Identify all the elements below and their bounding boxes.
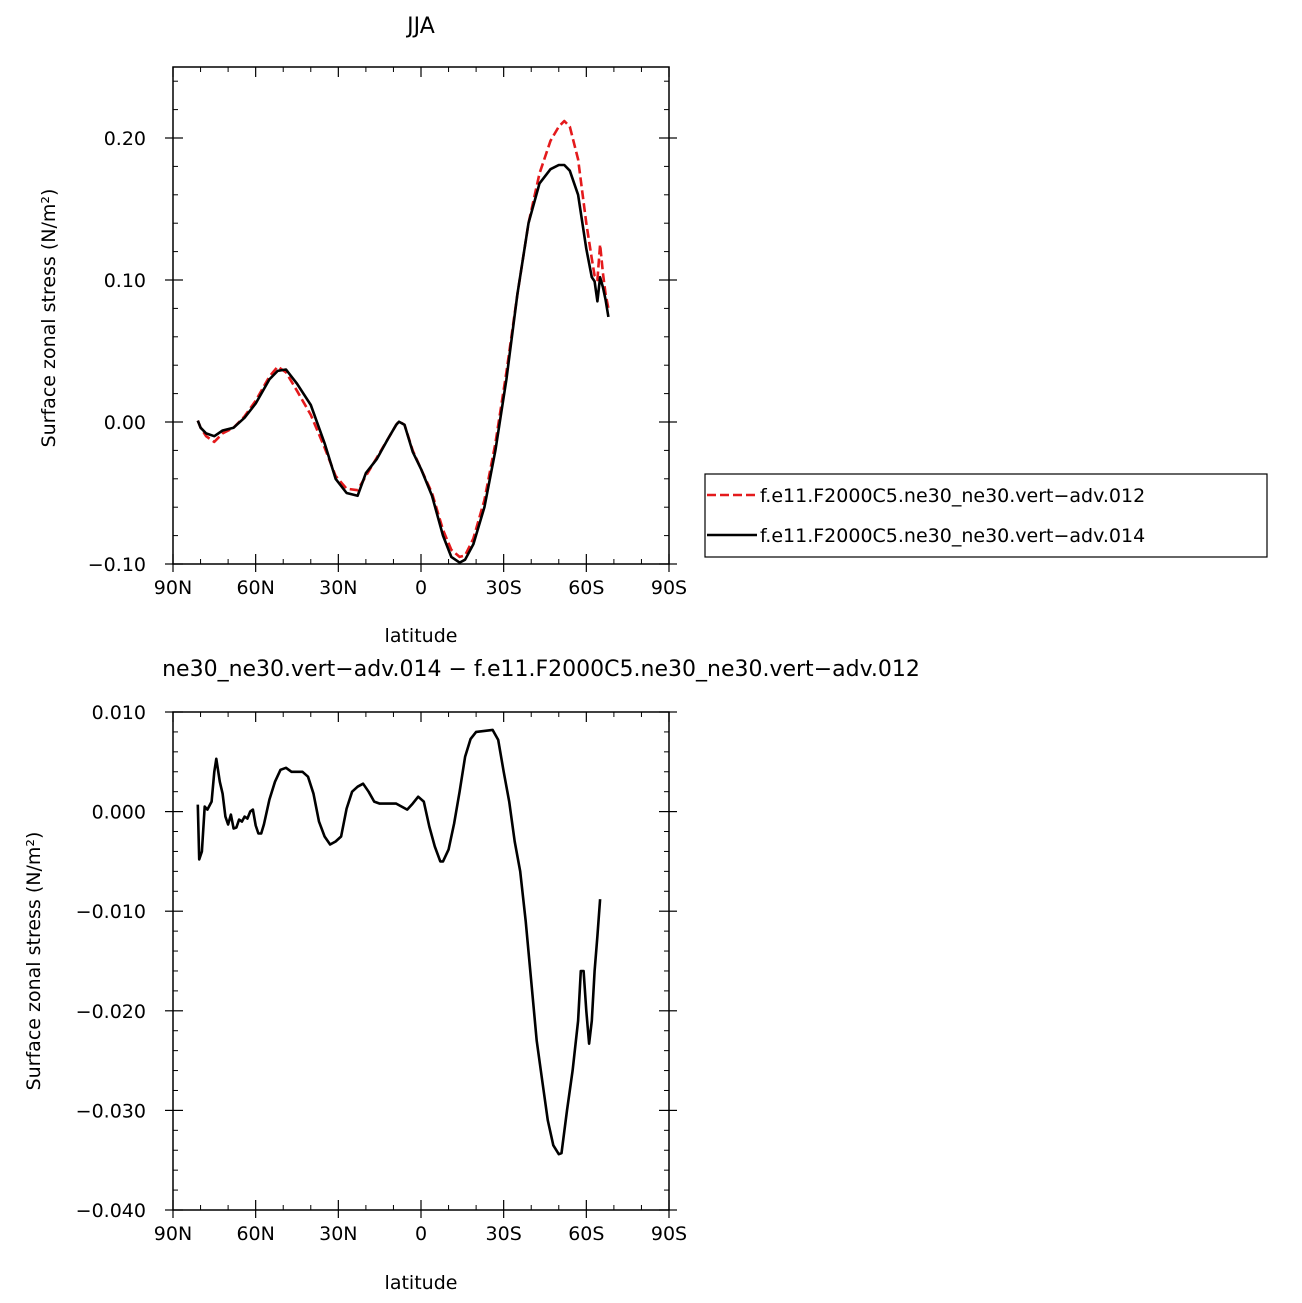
x-tick-label: 0 <box>415 577 427 599</box>
y-axis-title: Surface zonal stress (N/m²) <box>23 832 45 1091</box>
x-axis-title: latitude <box>385 1272 458 1294</box>
y-tick-label: −0.030 <box>76 1100 146 1122</box>
legend-label-014: f.e11.F2000C5.ne30_ne30.vert−adv.014 <box>760 525 1145 547</box>
axis-ticks <box>165 67 677 572</box>
x-tick-label: 30N <box>319 1223 357 1245</box>
legend-label-012: f.e11.F2000C5.ne30_ne30.vert−adv.012 <box>760 485 1145 507</box>
x-tick-label: 90S <box>651 1223 687 1245</box>
x-tick-label: 90N <box>154 1223 192 1245</box>
chart-title: ne30_ne30.vert−adv.014 − f.e11.F2000C5.n… <box>162 657 920 682</box>
series-line-0 <box>196 119 610 559</box>
series-line-1 <box>196 163 610 564</box>
series-layer <box>196 119 610 564</box>
y-axis-title: Surface zonal stress (N/m²) <box>38 189 60 448</box>
y-tick-label: 0.10 <box>104 270 146 292</box>
y-tick-label: 0.20 <box>104 128 146 150</box>
chart-title: JJA <box>405 14 435 39</box>
top-panel: JJA 90N 60N 30N 0 30S 60S 90S −0.10 0.00 0.10 0.20… <box>38 14 1268 647</box>
y-tick-label: −0.040 <box>76 1200 146 1222</box>
y-tick-label: 0.010 <box>92 702 146 724</box>
series-line-0 <box>196 728 602 1156</box>
x-tick-label: 90S <box>651 577 687 599</box>
y-tick-label: 0.00 <box>104 412 146 434</box>
x-tick-label: 90N <box>154 577 192 599</box>
legend: f.e11.F2000C5.ne30_ne30.vert−adv.012 f.e… <box>704 473 1268 558</box>
series-layer <box>196 728 602 1156</box>
x-tick-label: 60S <box>568 577 604 599</box>
x-tick-label: 30S <box>486 1223 522 1245</box>
axis-ticks <box>165 711 677 1218</box>
x-tick-label: 30N <box>319 577 357 599</box>
tick-labels: 90N 60N 30N 0 30S 60S 90S −0.10 0.00 0.10 0.20 <box>88 128 687 599</box>
x-tick-label: 30S <box>486 577 522 599</box>
y-tick-label: −0.020 <box>76 1001 146 1023</box>
x-axis-title: latitude <box>385 625 458 647</box>
x-tick-label: 60N <box>236 577 274 599</box>
y-tick-label: −0.10 <box>88 554 146 576</box>
y-tick-label: 0.000 <box>92 802 146 824</box>
x-tick-label: 60S <box>568 1223 604 1245</box>
x-tick-label: 0 <box>415 1223 427 1245</box>
y-tick-label: −0.010 <box>76 901 146 923</box>
tick-labels: 90N 60N 30N 0 30S 60S 90S −0.040 −0.030 −0.020 −0.… <box>76 702 687 1245</box>
plot-frame <box>172 711 670 1211</box>
x-tick-label: 60N <box>236 1223 274 1245</box>
bottom-panel: ne30_ne30.vert−adv.014 − f.e11.F2000C5.n… <box>23 657 920 1294</box>
legend-box <box>704 473 1268 558</box>
plot-frame <box>172 66 670 565</box>
